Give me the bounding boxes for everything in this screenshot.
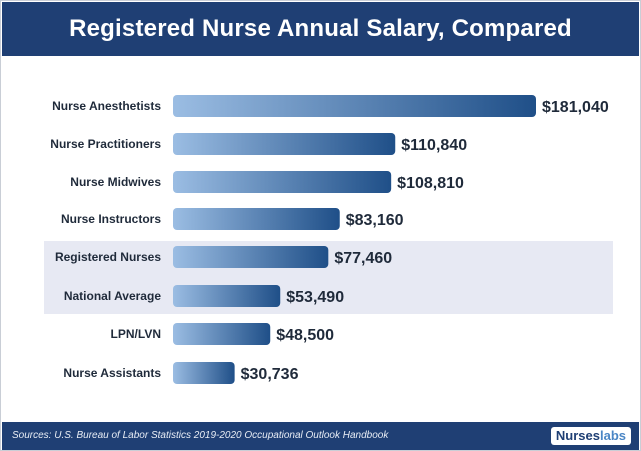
bar [173, 208, 340, 230]
chart-title: Registered Nurse Annual Salary, Compared [2, 2, 639, 56]
value-label: $48,500 [276, 327, 334, 344]
value-label: $83,160 [346, 212, 404, 229]
value-label: $181,040 [542, 99, 609, 116]
source-note: Sources: U.S. Bureau of Labor Statistics… [12, 430, 389, 441]
category-label: Nurse Instructors [61, 212, 161, 226]
bar [173, 133, 396, 155]
footer-bar: Sources: U.S. Bureau of Labor Statistics… [2, 422, 639, 450]
nurseslabs-logo: Nurseslabs [550, 427, 631, 445]
bar [173, 362, 235, 384]
bar [173, 95, 536, 117]
category-label: National Average [64, 289, 161, 303]
bar [173, 171, 392, 193]
category-label: Nurse Practitioners [50, 137, 161, 151]
category-label: Nurse Midwives [70, 175, 161, 189]
bar [173, 246, 329, 268]
category-label: LPN/LVN [111, 327, 161, 341]
value-label: $110,840 [401, 137, 467, 154]
category-label: Nurse Assistants [63, 366, 161, 380]
value-label: $53,490 [286, 289, 344, 306]
bar [173, 285, 281, 307]
value-label: $108,810 [397, 175, 464, 192]
value-label: $77,460 [334, 250, 392, 267]
category-label: Nurse Anesthetists [52, 99, 161, 113]
value-label: $30,736 [241, 366, 299, 383]
category-label: Registered Nurses [55, 250, 161, 264]
highlight-band [44, 241, 613, 314]
bar [173, 323, 271, 345]
bar-chart: Nurse Anesthetists $181,040 Nurse Practiti… [50, 95, 609, 384]
